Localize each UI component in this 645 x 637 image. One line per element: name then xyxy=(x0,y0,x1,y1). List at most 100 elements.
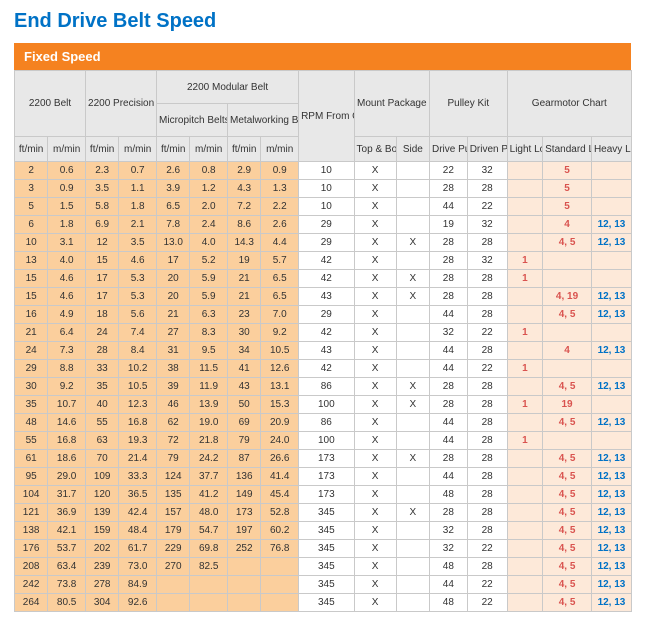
table-cell: X xyxy=(354,342,396,360)
table-cell: 31 xyxy=(157,342,190,360)
table-cell: 41.4 xyxy=(261,468,299,486)
table-cell: 87 xyxy=(228,450,261,468)
table-cell xyxy=(507,198,543,216)
table-cell xyxy=(507,522,543,540)
table-cell: 52.8 xyxy=(261,504,299,522)
hdr-micro: Micropitch Belts 01 and 02 xyxy=(157,104,228,137)
table-cell: 16.8 xyxy=(48,432,86,450)
table-cell: 28 xyxy=(86,342,119,360)
table-row: 4814.65516.86219.06920.986X44284, 512, 1… xyxy=(15,414,632,432)
table-cell: 242 xyxy=(15,576,48,594)
table-cell: 4.3 xyxy=(228,180,261,198)
table-cell: 4, 5 xyxy=(543,450,592,468)
table-cell: 12, 13 xyxy=(591,540,631,558)
table-cell xyxy=(228,576,261,594)
table-cell: X xyxy=(396,396,429,414)
table-cell xyxy=(396,522,429,540)
table-cell: 5.8 xyxy=(86,198,119,216)
table-cell: 44 xyxy=(429,198,467,216)
table-cell: 4 xyxy=(543,216,592,234)
table-cell: 264 xyxy=(15,594,48,612)
table-cell: 42 xyxy=(299,252,354,270)
table-cell: 4, 5 xyxy=(543,540,592,558)
hdr-mmin-3: m/min xyxy=(190,137,228,162)
table-cell: 10 xyxy=(299,198,354,216)
table-row: 9529.010933.312437.713641.4173X44284, 51… xyxy=(15,468,632,486)
table-cell: 28 xyxy=(467,396,507,414)
table-cell: 4, 5 xyxy=(543,306,592,324)
table-cell xyxy=(543,270,592,288)
table-cell: 15 xyxy=(15,288,48,306)
table-cell: 6.4 xyxy=(48,324,86,342)
table-cell: 202 xyxy=(86,540,119,558)
table-cell: 62 xyxy=(157,414,190,432)
table-cell: 8.6 xyxy=(228,216,261,234)
table-cell xyxy=(591,162,631,180)
table-cell: 13.0 xyxy=(157,234,190,252)
table-cell: X xyxy=(354,396,396,414)
table-cell: 12, 13 xyxy=(591,414,631,432)
table-cell: 32 xyxy=(467,252,507,270)
table-cell: 12, 13 xyxy=(591,342,631,360)
table-cell: 28 xyxy=(467,504,507,522)
table-cell: 149 xyxy=(228,486,261,504)
table-cell: 22 xyxy=(467,594,507,612)
table-cell: 21 xyxy=(228,288,261,306)
table-cell: 44 xyxy=(429,576,467,594)
table-cell: 12, 13 xyxy=(591,558,631,576)
table-cell: 28 xyxy=(429,450,467,468)
table-cell: 179 xyxy=(157,522,190,540)
table-cell: 26.6 xyxy=(261,450,299,468)
table-cell xyxy=(507,180,543,198)
table-cell: 36.9 xyxy=(48,504,86,522)
table-cell xyxy=(543,432,592,450)
table-cell: 4, 5 xyxy=(543,594,592,612)
table-cell: 24.2 xyxy=(190,450,228,468)
table-cell: 21 xyxy=(15,324,48,342)
table-cell: 14.3 xyxy=(228,234,261,252)
table-cell: 37.7 xyxy=(190,468,228,486)
hdr-gear-std: Standard Load xyxy=(543,137,592,162)
table-cell: 12, 13 xyxy=(591,234,631,252)
table-cell: 10.5 xyxy=(261,342,299,360)
table-cell: 18 xyxy=(86,306,119,324)
table-cell xyxy=(507,576,543,594)
table-row: 298.83310.23811.54112.642X44221 xyxy=(15,360,632,378)
table-cell xyxy=(396,324,429,342)
table-cell: X xyxy=(354,522,396,540)
table-cell: 176 xyxy=(15,540,48,558)
table-cell: 84.9 xyxy=(119,576,157,594)
table-cell: 4.0 xyxy=(48,252,86,270)
table-cell: 41.2 xyxy=(190,486,228,504)
table-cell: 3.9 xyxy=(157,180,190,198)
table-cell xyxy=(591,396,631,414)
table-cell: 28 xyxy=(467,180,507,198)
table-cell: X xyxy=(354,306,396,324)
table-cell: 50 xyxy=(228,396,261,414)
table-cell: X xyxy=(354,414,396,432)
table-cell: 0.7 xyxy=(119,162,157,180)
table-cell: 1 xyxy=(507,360,543,378)
page-title: End Drive Belt Speed xyxy=(14,10,631,33)
table-cell: X xyxy=(354,360,396,378)
table-cell xyxy=(157,576,190,594)
hdr-ftmin-1: ft/min xyxy=(15,137,48,162)
table-cell: 27 xyxy=(157,324,190,342)
table-cell: X xyxy=(354,324,396,342)
table-cell: X xyxy=(396,378,429,396)
table-cell: 12, 13 xyxy=(591,504,631,522)
table-cell: 4, 5 xyxy=(543,468,592,486)
table-cell xyxy=(396,216,429,234)
table-row: 61.86.92.17.82.48.62.629X1932412, 13 xyxy=(15,216,632,234)
table-cell xyxy=(396,414,429,432)
table-cell: 6.3 xyxy=(190,306,228,324)
table-cell xyxy=(190,576,228,594)
hdr-rpm: RPM From Gearmotor xyxy=(299,71,354,162)
table-cell: 2.6 xyxy=(261,216,299,234)
table-cell: 5 xyxy=(15,198,48,216)
table-cell: 86 xyxy=(299,414,354,432)
table-cell xyxy=(157,594,190,612)
table-cell: X xyxy=(396,270,429,288)
table-row: 12136.913942.415748.017352.8345XX28284, … xyxy=(15,504,632,522)
table-cell: X xyxy=(354,576,396,594)
